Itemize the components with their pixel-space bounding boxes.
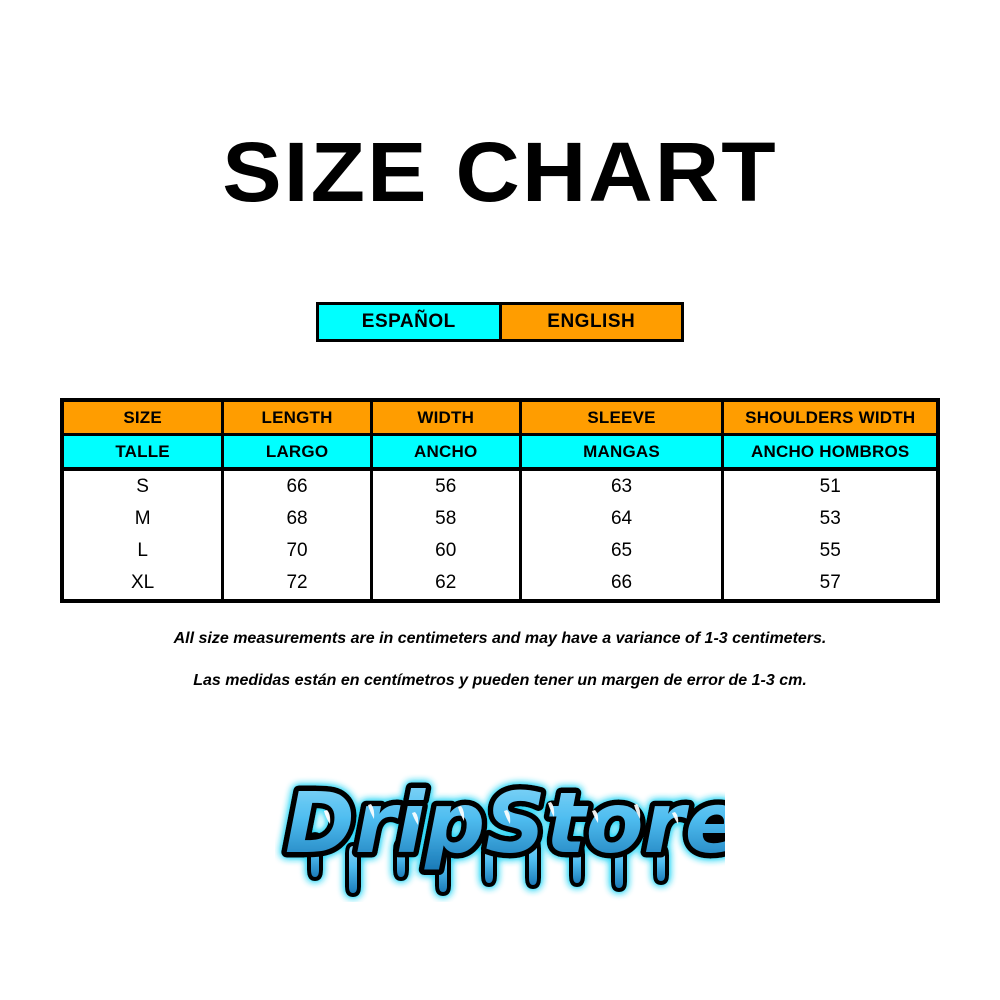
dripstore-logo-icon: DripStore <box>280 769 725 897</box>
page-title: SIZE CHART <box>222 125 778 219</box>
cell-width: 56 <box>369 469 522 503</box>
size-table-container: SIZE LENGTH WIDTH SLEEVE SHOULDERS WIDTH… <box>60 398 940 603</box>
table-header-row-english: SIZE LENGTH WIDTH SLEEVE SHOULDERS WIDTH <box>62 400 938 436</box>
cell-size: S <box>62 469 225 503</box>
cell-shoulders: 57 <box>721 567 938 601</box>
cell-size: L <box>62 535 225 567</box>
header-width-en: WIDTH <box>369 400 522 436</box>
cell-length: 70 <box>221 535 373 567</box>
cell-sleeve: 64 <box>518 503 725 535</box>
cell-size: XL <box>62 567 225 601</box>
cell-width: 60 <box>369 535 522 567</box>
cell-length: 66 <box>221 469 373 503</box>
table-row: XL 72 62 66 57 <box>62 567 938 601</box>
cell-sleeve: 65 <box>518 535 725 567</box>
table-header-row-spanish: TALLE LARGO ANCHO MANGAS ANCHO HOMBROS <box>62 434 938 471</box>
brand-logo: DripStore <box>275 752 725 902</box>
cell-sleeve: 66 <box>518 567 725 601</box>
table-row: S 66 56 63 51 <box>62 469 938 503</box>
cell-shoulders: 55 <box>721 535 938 567</box>
header-shoulders-es: ANCHO HOMBROS <box>721 434 938 471</box>
table-row: L 70 60 65 55 <box>62 535 938 567</box>
header-width-es: ANCHO <box>369 434 522 471</box>
note-english: All size measurements are in centimeters… <box>173 630 827 647</box>
header-size-es: TALLE <box>62 434 225 471</box>
language-toggle: ESPAÑOL ENGLISH <box>316 302 684 342</box>
cell-width: 62 <box>369 567 522 601</box>
table-row: M 68 58 64 53 <box>62 503 938 535</box>
cell-shoulders: 51 <box>721 469 938 503</box>
header-shoulders-en: SHOULDERS WIDTH <box>721 400 938 436</box>
header-length-es: LARGO <box>221 434 373 471</box>
header-sleeve-en: SLEEVE <box>518 400 725 436</box>
size-table: SIZE LENGTH WIDTH SLEEVE SHOULDERS WIDTH… <box>60 398 940 603</box>
header-sleeve-es: MANGAS <box>518 434 725 471</box>
cell-length: 68 <box>221 503 373 535</box>
language-button-english[interactable]: ENGLISH <box>501 305 681 339</box>
cell-sleeve: 63 <box>518 469 725 503</box>
language-button-espanol[interactable]: ESPAÑOL <box>319 305 499 339</box>
cell-length: 72 <box>221 567 373 601</box>
language-button-english-label: ENGLISH <box>547 311 636 332</box>
language-button-espanol-label: ESPAÑOL <box>361 311 456 332</box>
cell-shoulders: 53 <box>721 503 938 535</box>
cell-width: 58 <box>369 503 522 535</box>
cell-size: M <box>62 503 225 535</box>
header-length-en: LENGTH <box>221 400 373 436</box>
header-size-en: SIZE <box>62 400 225 436</box>
note-spanish: Las medidas están en centímetros y puede… <box>193 672 807 689</box>
logo-wordmark: DripStore <box>285 774 725 872</box>
